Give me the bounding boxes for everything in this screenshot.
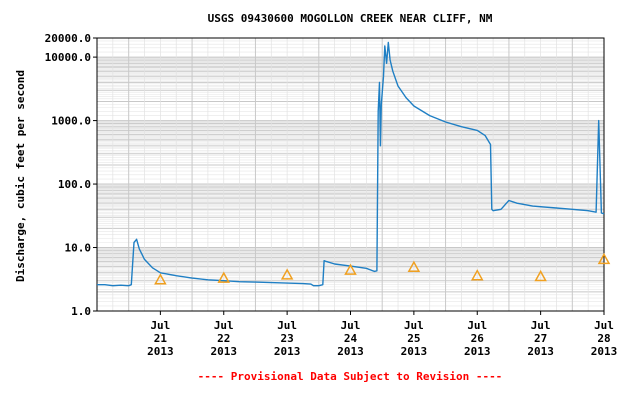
median-triangle-marker bbox=[534, 269, 547, 282]
median-triangle-marker bbox=[407, 260, 421, 272]
y-tick-label: 10.0 bbox=[65, 242, 92, 255]
x-tick-label: Jul 25 2013 bbox=[401, 319, 428, 358]
median-triangle-marker bbox=[280, 268, 294, 280]
y-tick-label: 1.0 bbox=[71, 305, 91, 318]
x-tick-label: Jul 22 2013 bbox=[211, 319, 238, 358]
series-layer bbox=[97, 41, 611, 287]
chart-title: USGS 09430600 MOGOLLON CREEK NEAR CLIFF,… bbox=[208, 12, 493, 25]
x-tick-label: Jul 28 2013 bbox=[591, 319, 618, 358]
gridlines bbox=[96, 37, 605, 312]
median-triangle-marker bbox=[154, 273, 167, 285]
provisional-data-note: ---- Provisional Data Subject to Revisio… bbox=[198, 370, 503, 383]
y-axis-label: Discharge, cubic feet per second bbox=[14, 70, 27, 282]
discharge-series-line bbox=[97, 41, 605, 287]
median-triangle-marker bbox=[344, 263, 357, 275]
x-tick-label: Jul 26 2013 bbox=[464, 319, 491, 358]
y-tick-label: 20000.0 bbox=[45, 32, 91, 45]
x-axis-ticks: Jul 21 2013 Jul 22 2013 Jul 23 2013 Jul 24 2013 Jul 2… bbox=[147, 311, 617, 358]
median-triangle-marker bbox=[470, 269, 484, 281]
x-tick-label: Jul 21 2013 bbox=[147, 319, 174, 358]
x-tick-label: Jul 24 2013 bbox=[337, 319, 364, 358]
x-tick-label: Jul 23 2013 bbox=[274, 319, 301, 358]
median-triangle-marker bbox=[597, 252, 611, 265]
y-axis-ticks: 1.0 10.0 100.0 1000.0 10000.0 20000.0 bbox=[45, 32, 97, 318]
y-tick-label: 1000.0 bbox=[51, 115, 91, 128]
y-tick-label: 10000.0 bbox=[45, 51, 91, 64]
median-triangle-marker bbox=[217, 271, 231, 283]
x-tick-label: Jul 27 2013 bbox=[527, 319, 554, 358]
y-tick-label: 100.0 bbox=[58, 178, 91, 191]
